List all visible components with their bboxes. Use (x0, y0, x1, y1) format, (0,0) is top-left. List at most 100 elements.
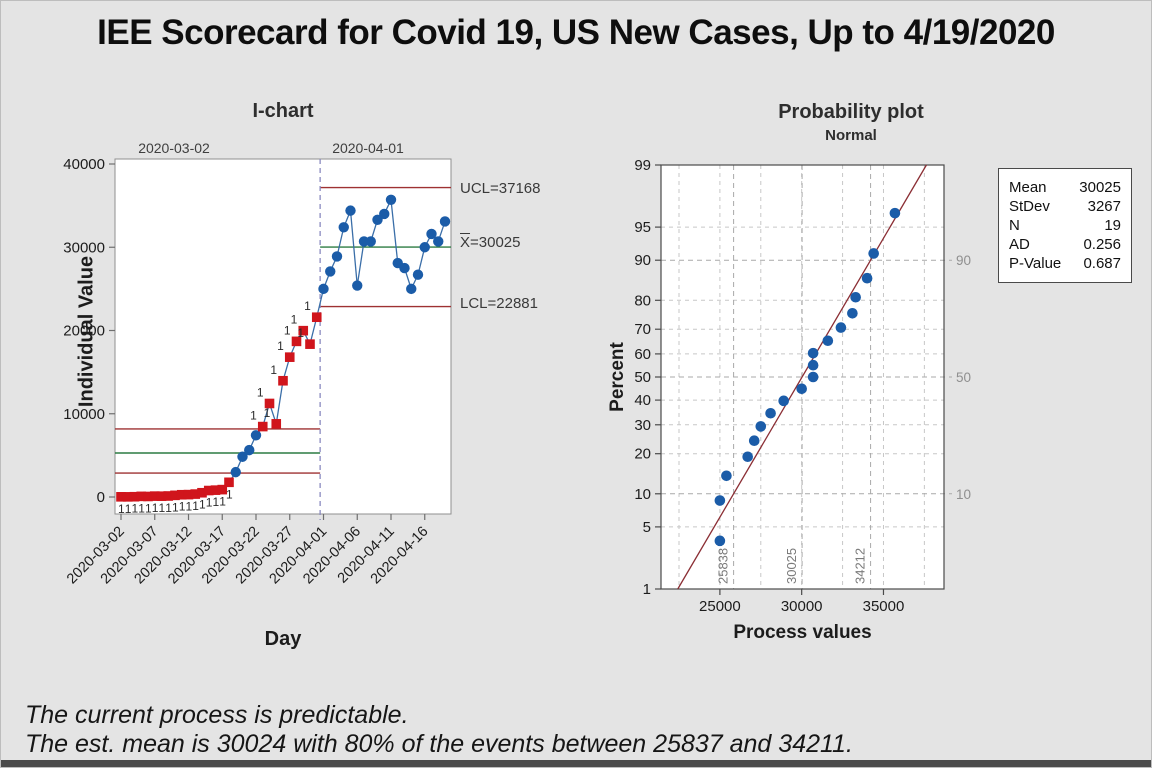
probability-point (742, 451, 753, 463)
ichart-control-limits (115, 186, 451, 474)
ichart-title: I-chart (252, 100, 314, 122)
out-of-control-point (291, 336, 302, 347)
svg-text:20: 20 (634, 446, 651, 463)
out-of-control-point (298, 325, 309, 336)
in-control-point (318, 283, 329, 295)
ichart-markers (116, 194, 451, 502)
reference-percent-label: 50 (956, 370, 971, 385)
out-of-control-point (116, 492, 126, 502)
svg-text:40: 40 (634, 392, 651, 409)
svg-text:5: 5 (643, 519, 651, 536)
out-of-control-point (156, 491, 167, 502)
in-control-point (237, 451, 248, 462)
probability-point (714, 495, 726, 506)
svg-text:1: 1 (284, 323, 291, 337)
svg-text:0: 0 (97, 489, 105, 506)
out-of-control-point (143, 491, 153, 502)
stats-row: P-Value 0.687 (1009, 254, 1121, 273)
probability-point (765, 407, 776, 419)
in-control-point (244, 444, 255, 456)
probplot-subtitle: Normal (825, 127, 877, 144)
out-of-control-point (190, 489, 201, 499)
lcl-annotation: LCL=22881 (460, 295, 538, 312)
xbar-annotation: X=30025 (460, 234, 521, 251)
in-control-point (379, 208, 390, 220)
stats-row: StDev 3267 (1009, 197, 1121, 216)
svg-text:70: 70 (634, 321, 651, 338)
svg-text:25000: 25000 (699, 598, 741, 615)
probplot-fit-line (677, 164, 927, 590)
probability-point (714, 535, 726, 547)
svg-text:1: 1 (125, 502, 132, 516)
out-of-control-point (305, 339, 315, 349)
svg-text:1: 1 (250, 409, 257, 423)
stat-value: 30025 (1079, 179, 1121, 196)
ichart-x-axis-title: Day (264, 628, 302, 650)
normality-stats-box: Mean 30025 StDev 3267 N 19 AD 0.256 P-Value 0.687 (998, 168, 1132, 283)
conclusion-line-2: The est. mean is 30024 with 80% of the e… (25, 730, 853, 758)
probability-point (868, 248, 879, 259)
in-control-point (385, 194, 397, 205)
stats-row: AD 0.256 (1009, 235, 1121, 254)
probability-point (755, 421, 767, 432)
svg-text:1: 1 (186, 500, 193, 514)
in-control-point (230, 466, 241, 478)
svg-text:1: 1 (304, 299, 311, 313)
in-control-point (325, 266, 336, 277)
svg-text:1: 1 (226, 487, 233, 501)
page-title: IEE Scorecard for Covid 19, US New Cases… (97, 13, 1055, 52)
out-of-control-point (136, 491, 147, 502)
svg-text:10: 10 (634, 486, 651, 503)
stat-label: N (1009, 217, 1020, 234)
out-of-control-point (210, 485, 221, 495)
reference-value-label: 34212 (853, 548, 868, 584)
ichart-stage2-label: 2020-04-01 (332, 140, 404, 156)
probplot-x-axis-title: Process values (733, 622, 872, 643)
probability-point (822, 335, 834, 347)
svg-text:35000: 35000 (863, 598, 905, 615)
svg-text:1: 1 (643, 581, 651, 598)
svg-text:1: 1 (138, 501, 145, 515)
ichart-y-axis: 0 10000 20000 30000 40000 (63, 156, 115, 506)
svg-text:1: 1 (179, 500, 186, 514)
svg-text:1: 1 (172, 500, 179, 514)
in-control-point (331, 251, 343, 262)
probability-point (889, 207, 901, 219)
window-bottom-edge (1, 760, 1151, 767)
svg-text:99: 99 (634, 157, 651, 174)
in-control-point (433, 236, 444, 247)
in-control-point (365, 236, 376, 247)
probability-point (807, 347, 819, 359)
probability-point (796, 383, 807, 395)
probability-point (850, 291, 861, 303)
ichart-stage1-label: 2020-03-02 (138, 140, 210, 156)
stat-value: 3267 (1087, 198, 1121, 215)
probplot-y-axis-title: Percent (607, 342, 628, 412)
svg-text:1: 1 (118, 502, 125, 516)
probability-point (847, 307, 858, 319)
svg-text:1: 1 (257, 385, 264, 399)
out-of-control-point (163, 491, 174, 501)
probability-point (807, 359, 819, 371)
reference-value-label: 25838 (716, 548, 731, 584)
in-control-point (250, 430, 262, 441)
svg-text:1: 1 (159, 501, 166, 515)
stat-label: P-Value (1009, 255, 1062, 272)
svg-text:1: 1 (219, 495, 226, 509)
out-of-control-point (284, 352, 295, 362)
in-control-point (345, 205, 356, 216)
svg-text:1: 1 (277, 339, 284, 353)
svg-text:1: 1 (270, 363, 277, 377)
svg-text:95: 95 (634, 219, 651, 236)
svg-text:1: 1 (152, 501, 159, 515)
probability-point (835, 322, 847, 333)
stats-row: N 19 (1009, 216, 1121, 235)
svg-text:1: 1 (199, 498, 206, 512)
svg-text:1: 1 (132, 502, 139, 516)
svg-text:30000: 30000 (781, 598, 823, 615)
svg-text:1: 1 (206, 496, 213, 510)
in-control-point (352, 280, 363, 291)
